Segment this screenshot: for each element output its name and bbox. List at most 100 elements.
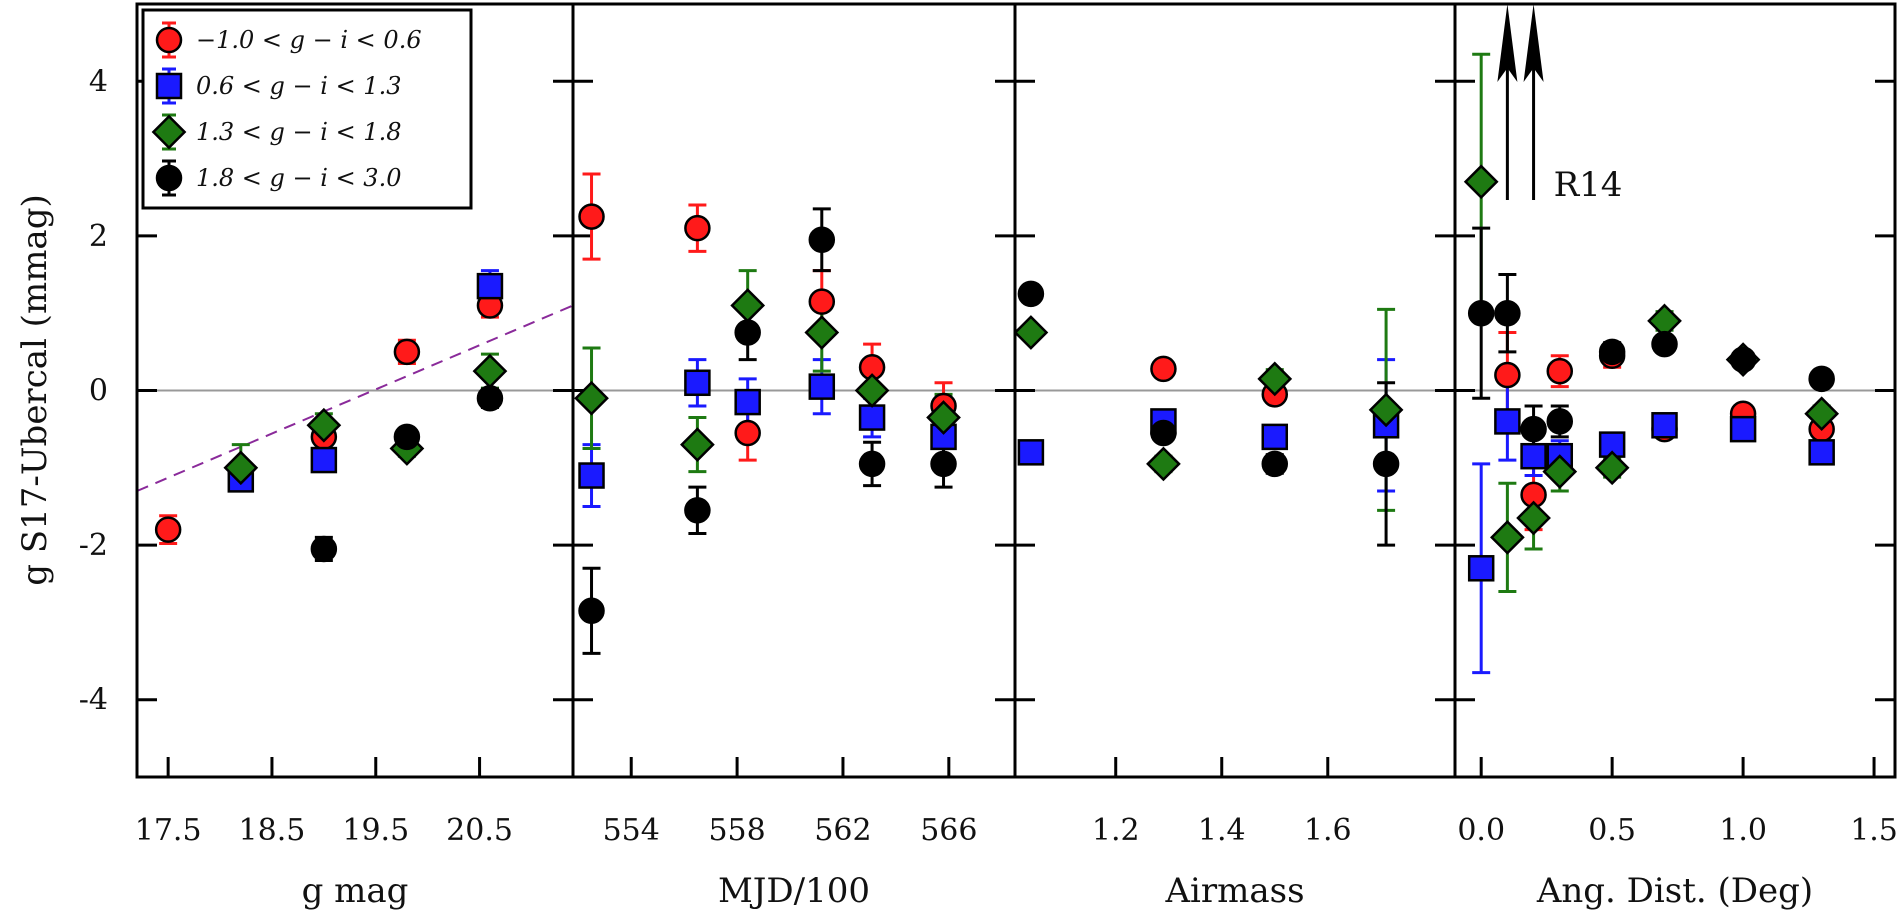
red-point (393, 338, 421, 366)
x-tick-label: 558 (708, 813, 765, 848)
green-point (730, 288, 766, 323)
green-point (1516, 500, 1551, 536)
x-axis-label-panel-2: MJD/100 (718, 871, 870, 911)
y-tick-label: 4 (89, 64, 108, 99)
red-point (154, 516, 182, 543)
green-point (574, 380, 609, 416)
legend-box (141, 8, 473, 210)
y-tick-label: 0 (89, 374, 108, 409)
blue-point (476, 272, 504, 300)
black-point (1598, 338, 1626, 366)
green-point (1594, 450, 1630, 486)
x-axis-label-panel-1: g mag (302, 871, 409, 911)
red-point (684, 214, 711, 242)
x-tick-label: 20.5 (446, 813, 513, 848)
x-tick-label: 0.5 (1588, 813, 1636, 848)
r14-arrow-head (1523, 4, 1544, 82)
black-point (734, 319, 761, 346)
blue-point (310, 446, 338, 474)
red-point (578, 203, 605, 230)
red-point (1494, 361, 1521, 389)
green-point (1490, 520, 1525, 555)
x-tick-label: 18.5 (239, 813, 306, 848)
green-point (1804, 396, 1840, 432)
green-point (680, 427, 715, 462)
green-point (1146, 446, 1181, 482)
annotation-r14: R14 (1554, 165, 1623, 205)
x-axis-label-panel-3: Airmass (1164, 871, 1304, 911)
x-tick-label: 562 (814, 813, 871, 848)
blue-point (578, 462, 605, 489)
red-point (734, 419, 761, 447)
blue-point (1729, 415, 1757, 443)
x-tick-label: 1.5 (1850, 813, 1898, 848)
blue-point (684, 369, 711, 397)
green-point (1542, 454, 1578, 490)
green-point (804, 315, 840, 350)
x-tick-label: 0.0 (1457, 813, 1505, 848)
x-tick-label: 1.4 (1198, 813, 1246, 848)
black-point (1150, 419, 1177, 447)
panel-4-data (1463, 52, 1840, 675)
black-point (1808, 365, 1835, 393)
red-point (808, 288, 836, 315)
green-point (1368, 392, 1404, 428)
black-point (1494, 299, 1521, 327)
green-point (472, 353, 508, 389)
black-point (393, 423, 421, 451)
legend-marker-black (155, 164, 183, 192)
r14-arrow-head (1497, 4, 1518, 82)
legend-marker-red (155, 26, 183, 54)
y-tick-label: -2 (79, 528, 108, 563)
green-point (926, 400, 961, 435)
legend: −1.0 < g − i < 0.6 0.6 < g − i < 1.3 1.3 <… (141, 8, 473, 210)
x-tick-label: 566 (920, 813, 977, 848)
x-tick-label: 1.0 (1719, 813, 1767, 848)
green-point (1463, 164, 1499, 200)
black-point (684, 497, 711, 524)
blue-point (858, 404, 886, 431)
legend-label-green: 1.3 < g − i < 1.8 (196, 118, 401, 146)
green-point (854, 373, 890, 408)
green-point (1257, 361, 1293, 397)
black-point (1372, 450, 1400, 478)
legend-marker-blue (155, 72, 183, 100)
green-point (223, 450, 259, 486)
blue-point (1520, 442, 1547, 470)
x-tick-label: 19.5 (342, 813, 409, 848)
trend-line (136, 304, 574, 492)
y-tick-label: -4 (79, 683, 108, 718)
black-point (1729, 346, 1757, 373)
green-point (306, 407, 342, 443)
blue-point (734, 388, 761, 416)
black-point (808, 226, 836, 254)
blue-point (1467, 555, 1495, 582)
blue-point (1017, 439, 1045, 466)
black-point (476, 384, 504, 412)
legend-label-blue: 0.6 < g − i < 1.3 (196, 72, 401, 100)
black-point (1017, 280, 1045, 308)
black-point (1520, 415, 1547, 443)
blue-point (1261, 423, 1289, 451)
black-point (930, 450, 957, 478)
red-point (1150, 355, 1177, 383)
black-point (1261, 450, 1289, 478)
panel-3-data (1015, 280, 1404, 547)
blue-point (1651, 412, 1678, 439)
panel-2-data (574, 172, 961, 655)
panel-1-data (154, 269, 508, 563)
y-axis-label: g S17-Ubercal (mmag) (15, 194, 55, 585)
legend-label-black: 1.8 < g − i < 3.0 (196, 164, 401, 192)
black-point (1546, 408, 1574, 435)
black-point (1651, 330, 1678, 358)
black-point (578, 597, 605, 625)
x-axis-label-panel-4: Ang. Dist. (Deg) (1536, 871, 1813, 911)
legend-marker-green (151, 114, 187, 150)
black-point (310, 535, 338, 563)
x-tick-label: 1.6 (1304, 813, 1352, 848)
y-tick-label: 2 (89, 219, 108, 254)
x-tick-label: 1.2 (1092, 813, 1140, 848)
blue-point (1808, 439, 1835, 466)
